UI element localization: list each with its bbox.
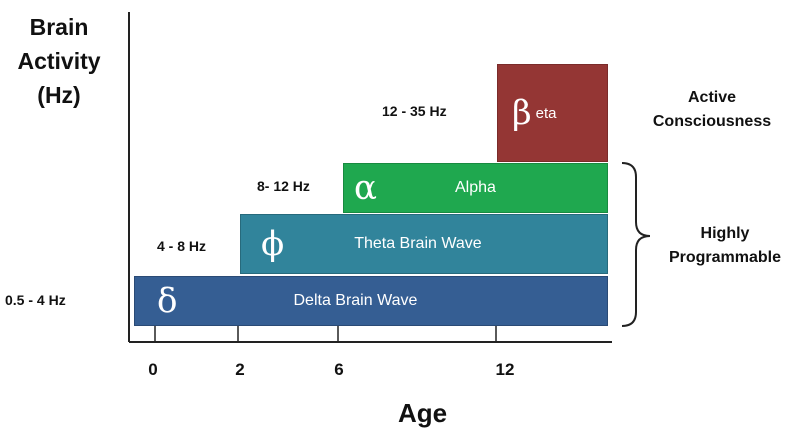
theta-band: ϕ Theta Brain Wave (240, 214, 608, 274)
programmable-bracket (621, 162, 651, 327)
beta-range-label: 12 - 35 Hz (382, 103, 447, 119)
beta-band-name: eta (535, 104, 557, 122)
x-tick-label-6: 6 (334, 360, 344, 379)
alpha-range-label: 8- 12 Hz (257, 178, 310, 194)
theta-band-name: Theta Brain Wave (354, 235, 482, 252)
active-label-line1: Active (687, 89, 737, 106)
delta-band-name: Delta Brain Wave (293, 292, 418, 309)
programmable-label-line1: Highly (700, 225, 750, 242)
delta-symbol: δ (157, 281, 178, 321)
y-axis-label-line1: Brain (29, 14, 89, 40)
beta-band: β eta (497, 64, 608, 162)
y-axis-label: Brain Activity (Hz) (4, 10, 114, 112)
alpha-band-name: Alpha (454, 179, 496, 196)
delta-range-label: 0.5 - 4 Hz (5, 292, 66, 308)
active-consciousness-label: Active Consciousness (632, 86, 792, 134)
alpha-symbol: α (354, 168, 377, 208)
x-tick-label-0: 0 (148, 360, 158, 379)
programmable-label-line2: Programmable (668, 249, 782, 266)
delta-band: δ Delta Brain Wave (134, 276, 608, 326)
theta-range-label: 4 - 8 Hz (157, 238, 207, 254)
x-tick-label-2: 2 (235, 360, 245, 379)
x-tick-label-12: 12 (495, 360, 515, 379)
y-axis-label-line3: (Hz) (37, 82, 81, 108)
beta-symbol: β (512, 93, 532, 133)
theta-symbol: ϕ (261, 224, 285, 264)
x-axis-label: Age (398, 398, 448, 428)
y-axis-label-line2: Activity (17, 48, 101, 74)
highly-programmable-label: Highly Programmable (650, 222, 800, 270)
alpha-band: α Alpha (343, 163, 608, 213)
active-label-line2: Consciousness (652, 113, 772, 130)
